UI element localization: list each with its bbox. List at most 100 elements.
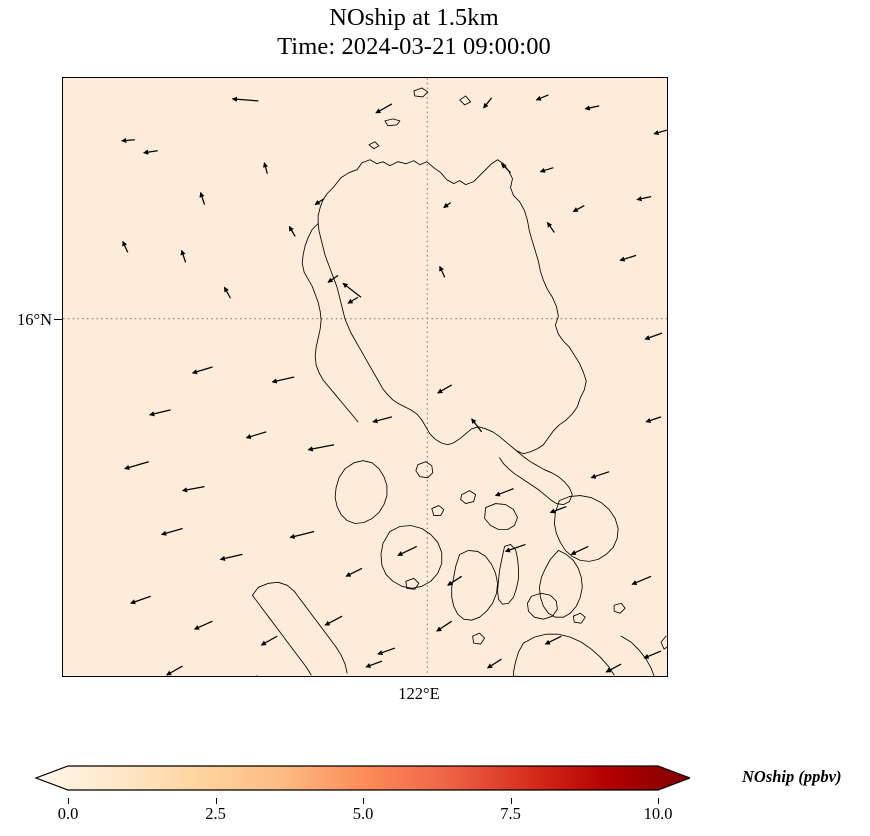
wind-vector-arrow	[443, 202, 452, 209]
wind-vector-arrow	[486, 658, 502, 669]
wind-vector-arrow	[271, 376, 295, 384]
colorbar[interactable]	[33, 758, 690, 798]
wind-vector-arrow	[653, 129, 667, 136]
wind-vector-arrow	[130, 595, 151, 605]
colorbar-gradient-bar	[34, 765, 690, 791]
wind-vector-arrow	[191, 366, 213, 375]
wind-vector-arrow	[439, 265, 446, 278]
wind-vector-arrow	[327, 274, 339, 283]
wind-vector-arrow	[324, 615, 343, 626]
wind-vector-arrow	[342, 282, 362, 298]
wind-vector-arrow	[260, 635, 278, 646]
longitude-tick-label-122e: 122°E	[398, 684, 440, 703]
wind-vector-arrow	[437, 384, 453, 394]
coastline-bicol	[499, 450, 573, 505]
colorbar-ticks: 0.0 2.5 5.0 7.5 10.0	[0, 798, 870, 832]
coastline-panay	[380, 525, 443, 589]
wind-vector-arrow	[345, 567, 363, 577]
wind-vector-arrow	[314, 198, 325, 206]
wind-vector-arrow	[397, 545, 418, 556]
wind-vector-arrow	[447, 575, 463, 586]
coastline-burias	[460, 490, 477, 505]
colorbar-tick-label: 0.0	[57, 804, 79, 823]
wind-vector-arrow	[546, 221, 555, 233]
coastline-dinagat-islet	[613, 602, 626, 614]
colorbar-tick-label: 5.0	[352, 804, 374, 823]
wind-vector-arrow	[504, 543, 526, 553]
figure-title: NOship at 1.5km Time: 2024-03-21 09:00:0…	[0, 4, 870, 62]
coastline-leyte	[538, 549, 583, 618]
wind-vector-arrow	[377, 647, 396, 656]
wind-vector-arrow	[501, 163, 511, 174]
wind-vector-arrow	[181, 486, 205, 493]
wind-vector-arrow	[124, 461, 149, 470]
wind-vector-arrow	[219, 553, 243, 561]
wind-vector-arrow	[223, 286, 231, 299]
wind-vector-arrow	[148, 409, 171, 417]
wind-vector-arrow	[347, 296, 359, 304]
coastline-batan-islet	[413, 87, 429, 98]
wind-vector-arrow	[544, 635, 562, 645]
colorbar-tick-mark	[510, 798, 512, 804]
wind-vector-arrow	[121, 137, 135, 144]
coastline-islet-small-b	[459, 95, 472, 106]
wind-vector-arrow	[199, 191, 206, 205]
colorbar-svg	[34, 765, 690, 791]
wind-vector-arrow	[160, 527, 183, 536]
wind-vector-field	[121, 94, 667, 676]
coastline-islet-small-a	[368, 141, 380, 150]
coastline-palawan-ne	[257, 581, 348, 674]
wind-vector-arrow	[262, 161, 269, 174]
coastline-babuyan-islet	[384, 118, 401, 127]
coastline-samar	[553, 495, 619, 562]
colorbar-tick-mark	[658, 798, 660, 804]
coastline-palawan-sw	[251, 594, 312, 676]
coastlines	[251, 87, 667, 676]
colorbar-tick-label: 10.0	[643, 804, 673, 823]
wind-vector-arrow	[142, 149, 158, 155]
coastline-sibuyan	[431, 505, 445, 516]
coastline-mindanao-ne	[620, 635, 655, 676]
wind-vector-arrow	[549, 505, 567, 514]
wind-vector-arrow	[166, 665, 183, 676]
coastline-marinduque	[415, 461, 434, 479]
wind-vector-arrow	[307, 444, 335, 452]
wind-vector-arrow	[619, 254, 637, 262]
wind-vector-arrow	[231, 96, 259, 102]
coastline-siquijor	[472, 632, 486, 645]
wind-vector-arrow	[645, 416, 662, 423]
wind-vector-arrow	[584, 105, 600, 111]
coastline-mindanao-north	[523, 633, 615, 676]
coastline-mindanao-west	[513, 642, 524, 676]
coastline-masbate	[484, 503, 518, 530]
title-line-time: Time: 2024-03-21 09:00:00	[277, 32, 551, 60]
coastline-bohol	[527, 592, 558, 620]
wind-vector-arrow	[570, 545, 589, 555]
colorbar-tick-label: 7.5	[500, 804, 521, 823]
latitude-tick-label-16n: 16°N	[16, 310, 52, 329]
wind-vector-arrow	[471, 418, 483, 433]
map-plot-area[interactable]	[62, 77, 668, 677]
wind-vector-arrow	[180, 249, 187, 263]
wind-vector-arrow	[494, 488, 514, 497]
wind-vector-arrow	[539, 167, 554, 173]
wind-vector-arrow	[483, 97, 493, 109]
colorbar-tick-mark	[215, 798, 217, 804]
coastline-luzon	[317, 159, 587, 455]
coastline-cebu	[497, 544, 519, 605]
wind-vector-arrow	[643, 650, 662, 659]
wind-vector-arrow	[193, 620, 213, 630]
coastline-cuyo-islet	[405, 577, 420, 590]
colorbar-tick-mark	[68, 798, 70, 804]
wind-vector-arrow	[372, 416, 393, 424]
wind-vector-arrow	[375, 103, 393, 114]
coastline-east-islet	[660, 635, 667, 650]
colorbar-label: NOship (ppbv)	[742, 767, 842, 786]
wind-vector-arrow	[289, 530, 315, 539]
wind-vector-arrow	[245, 431, 267, 440]
wind-vector-arrow	[636, 195, 652, 202]
wind-vector-arrow	[572, 205, 585, 213]
wind-vector-arrow	[590, 471, 610, 479]
colorbar-tick-label: 2.5	[205, 804, 226, 823]
